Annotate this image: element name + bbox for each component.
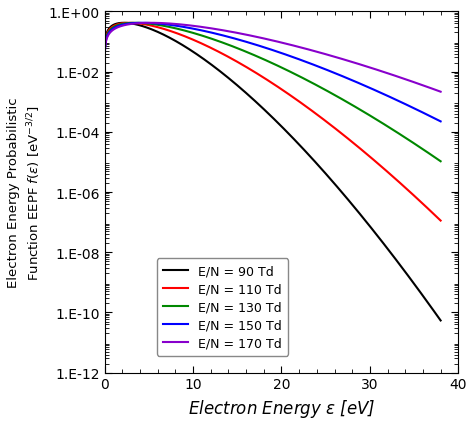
E/N = 110 Td bbox=[301, 103, 306, 108]
Line: E/N = 170 Td: E/N = 170 Td bbox=[105, 24, 441, 92]
Y-axis label: Electron Energy Probabilistic
Function EEPF $f(\epsilon)$ [eV$^{-3/2}$]: Electron Energy Probabilistic Function E… bbox=[7, 98, 43, 288]
E/N = 130 Td bbox=[351, 104, 356, 109]
E/N = 150 Td bbox=[102, 71, 108, 76]
E/N = 90 Td bbox=[102, 67, 108, 72]
Legend: E/N = 90 Td, E/N = 110 Td, E/N = 130 Td, E/N = 150 Td, E/N = 170 Td: E/N = 90 Td, E/N = 110 Td, E/N = 130 Td,… bbox=[157, 259, 288, 356]
Line: E/N = 130 Td: E/N = 130 Td bbox=[105, 24, 441, 162]
E/N = 150 Td bbox=[315, 65, 321, 70]
Line: E/N = 90 Td: E/N = 90 Td bbox=[105, 24, 441, 321]
E/N = 90 Td bbox=[118, 21, 124, 26]
E/N = 130 Td bbox=[102, 70, 108, 75]
E/N = 110 Td bbox=[351, 141, 356, 147]
E/N = 130 Td bbox=[223, 42, 229, 47]
E/N = 170 Td bbox=[223, 29, 229, 35]
Line: E/N = 150 Td: E/N = 150 Td bbox=[105, 24, 441, 122]
E/N = 170 Td bbox=[369, 66, 374, 72]
E/N = 90 Td bbox=[315, 163, 321, 168]
Line: E/N = 110 Td: E/N = 110 Td bbox=[105, 24, 441, 221]
E/N = 110 Td bbox=[315, 114, 321, 119]
E/N = 150 Td bbox=[223, 35, 229, 40]
E/N = 110 Td bbox=[438, 219, 444, 224]
E/N = 150 Td bbox=[118, 23, 124, 29]
E/N = 150 Td bbox=[438, 120, 444, 125]
E/N = 130 Td bbox=[315, 84, 321, 89]
E/N = 90 Td bbox=[351, 204, 356, 210]
E/N = 130 Td bbox=[369, 115, 374, 120]
E/N = 130 Td bbox=[132, 21, 138, 26]
E/N = 170 Td bbox=[351, 61, 356, 66]
E/N = 170 Td bbox=[148, 21, 154, 26]
E/N = 110 Td bbox=[127, 21, 132, 26]
E/N = 150 Td bbox=[369, 87, 374, 92]
E/N = 110 Td bbox=[102, 69, 108, 74]
E/N = 150 Td bbox=[351, 79, 356, 84]
X-axis label: Electron Energy $\epsilon$ [eV]: Electron Energy $\epsilon$ [eV] bbox=[188, 397, 375, 419]
E/N = 130 Td bbox=[438, 159, 444, 164]
E/N = 110 Td bbox=[118, 22, 124, 27]
E/N = 90 Td bbox=[121, 21, 127, 26]
E/N = 90 Td bbox=[223, 75, 229, 80]
E/N = 170 Td bbox=[438, 90, 444, 95]
E/N = 130 Td bbox=[118, 23, 124, 28]
E/N = 110 Td bbox=[223, 54, 229, 59]
E/N = 150 Td bbox=[139, 21, 145, 26]
E/N = 90 Td bbox=[369, 227, 374, 232]
E/N = 90 Td bbox=[301, 147, 306, 153]
E/N = 170 Td bbox=[102, 72, 108, 78]
E/N = 90 Td bbox=[438, 318, 444, 323]
E/N = 170 Td bbox=[301, 46, 306, 52]
E/N = 150 Td bbox=[301, 59, 306, 64]
E/N = 170 Td bbox=[315, 50, 321, 55]
E/N = 170 Td bbox=[118, 24, 124, 29]
E/N = 110 Td bbox=[369, 156, 374, 161]
E/N = 130 Td bbox=[301, 77, 306, 82]
